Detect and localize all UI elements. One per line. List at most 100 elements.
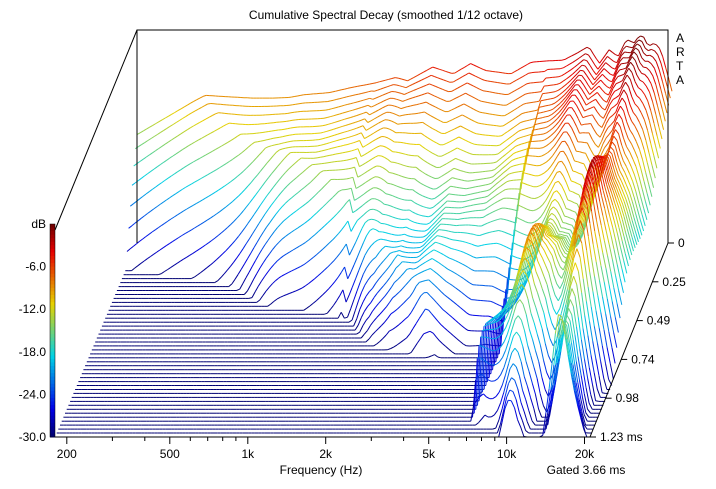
decay-segment bbox=[377, 114, 381, 118]
decay-segment bbox=[516, 257, 521, 260]
decay-segment bbox=[294, 192, 299, 196]
decay-segment bbox=[550, 97, 554, 100]
decay-segment bbox=[384, 156, 389, 160]
decay-segment bbox=[243, 290, 248, 295]
decay-segment bbox=[256, 267, 261, 274]
decay-segment bbox=[574, 181, 578, 185]
decay-segment bbox=[365, 143, 370, 146]
decay-segment bbox=[370, 167, 374, 170]
decay-segment bbox=[641, 57, 646, 62]
decay-segment bbox=[536, 100, 540, 103]
decay-segment bbox=[603, 56, 608, 61]
decay-segment bbox=[533, 101, 537, 103]
decay-segment bbox=[347, 103, 351, 105]
decay-segment bbox=[638, 50, 643, 58]
decay-segment bbox=[605, 154, 609, 159]
decay-segment bbox=[526, 208, 531, 211]
decay-segment bbox=[564, 227, 568, 230]
decay-segment bbox=[266, 138, 271, 141]
decay-segment bbox=[542, 77, 547, 83]
decay-segment bbox=[535, 128, 539, 131]
decay-segment bbox=[438, 131, 442, 134]
decay-segment bbox=[168, 139, 172, 143]
decay-segment bbox=[623, 216, 628, 229]
decay-segment bbox=[477, 178, 481, 181]
decay-segment bbox=[273, 227, 278, 232]
decay-segment bbox=[178, 235, 183, 238]
decay-segment bbox=[616, 105, 621, 113]
decay-segment bbox=[362, 320, 367, 326]
decay-segment bbox=[524, 127, 529, 130]
decay-segment bbox=[607, 197, 612, 210]
decay-segment bbox=[582, 152, 586, 154]
decay-segment bbox=[376, 341, 381, 345]
decay-segment bbox=[164, 177, 169, 181]
decay-segment bbox=[346, 199, 350, 204]
decay-segment bbox=[187, 102, 191, 106]
decay-segment bbox=[376, 145, 381, 148]
decay-segment bbox=[161, 143, 166, 147]
decay-segment bbox=[220, 230, 225, 234]
decay-segment bbox=[186, 254, 190, 258]
decay-segment bbox=[602, 123, 607, 132]
decay-segment bbox=[173, 262, 178, 266]
decay-segment bbox=[144, 213, 148, 217]
decay-segment bbox=[413, 75, 418, 78]
decay-segment bbox=[469, 187, 473, 189]
decay-segment bbox=[643, 52, 647, 57]
decay-segment bbox=[560, 119, 565, 125]
decay-segment bbox=[331, 280, 336, 286]
decay-segment bbox=[540, 133, 544, 135]
decay-segment bbox=[501, 230, 506, 233]
decay-segment bbox=[434, 317, 439, 322]
decay-segment bbox=[266, 191, 271, 197]
decay-segment bbox=[613, 220, 618, 234]
decay-segment bbox=[441, 154, 445, 157]
decay-segment bbox=[188, 112, 193, 116]
decay-segment bbox=[377, 238, 381, 241]
decay-segment bbox=[385, 330, 390, 336]
decay-segment bbox=[381, 271, 386, 276]
decay-segment bbox=[637, 87, 642, 91]
decay-segment bbox=[560, 102, 565, 107]
decay-segment bbox=[161, 271, 165, 275]
decay-segment bbox=[245, 271, 250, 279]
decay-segment bbox=[217, 187, 222, 191]
decay-segment bbox=[325, 136, 329, 139]
decay-segment bbox=[445, 311, 450, 316]
decay-segment bbox=[357, 148, 362, 157]
decay-segment bbox=[475, 185, 479, 188]
decay-segment bbox=[302, 169, 307, 173]
decay-segment bbox=[630, 205, 635, 218]
decay-segment bbox=[385, 78, 389, 81]
decay-segment bbox=[537, 122, 541, 125]
decay-segment bbox=[305, 166, 310, 170]
decay-segment bbox=[644, 47, 649, 51]
decay-segment bbox=[322, 124, 326, 127]
decay-segment bbox=[312, 254, 317, 258]
decay-segment bbox=[315, 297, 320, 302]
decay-segment bbox=[403, 337, 407, 341]
decay-segment bbox=[525, 195, 529, 198]
decay-segment bbox=[311, 194, 316, 199]
decay-segment bbox=[321, 137, 326, 140]
decay-segment bbox=[292, 247, 297, 251]
decay-segment bbox=[616, 81, 620, 85]
decay-segment bbox=[514, 157, 519, 160]
decay-segment bbox=[195, 201, 200, 205]
decay-segment bbox=[462, 200, 467, 203]
decay-segment bbox=[535, 117, 540, 120]
decay-segment bbox=[371, 156, 376, 160]
decay-segment bbox=[562, 150, 567, 157]
decay-segment bbox=[291, 269, 295, 272]
decay-segment bbox=[225, 247, 230, 252]
decay-segment bbox=[443, 236, 447, 239]
decay-segment bbox=[420, 132, 425, 136]
decay-segment bbox=[377, 176, 382, 179]
decay-segment bbox=[326, 154, 330, 157]
decay-segment bbox=[308, 164, 313, 168]
decay-segment bbox=[443, 200, 448, 205]
decay-segment bbox=[369, 82, 374, 85]
decay-segment bbox=[549, 206, 554, 211]
decay-segment bbox=[351, 310, 356, 321]
